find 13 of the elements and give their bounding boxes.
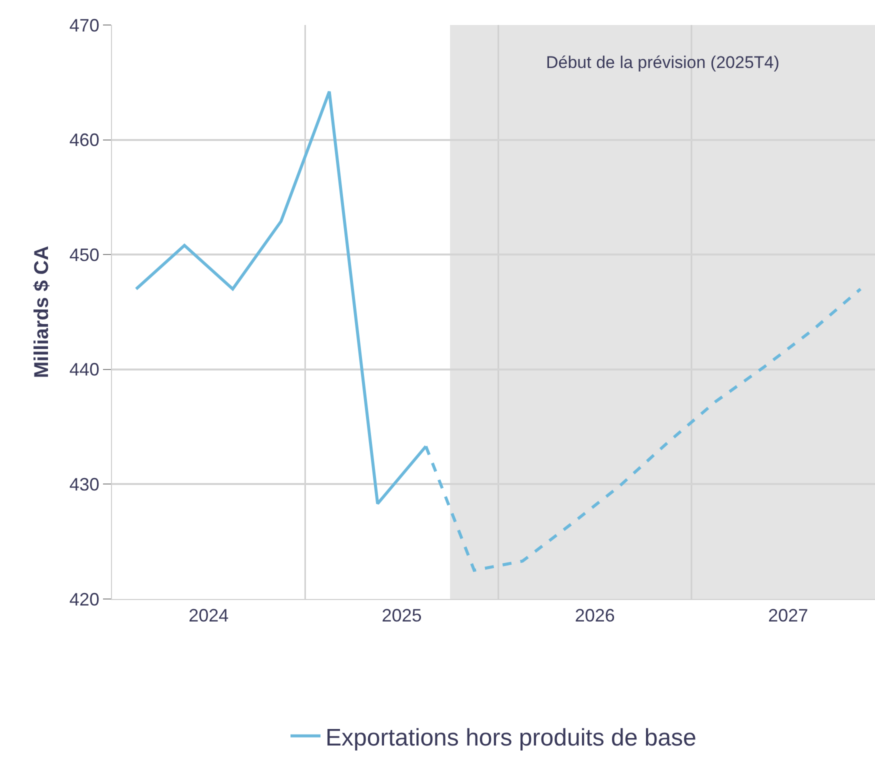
y-tick-label: 420 [69,589,100,610]
y-tick-label: 460 [69,130,100,150]
x-tick-label: 2024 [188,606,229,626]
y-tick-label: 430 [69,474,100,494]
y-tick-label: 440 [69,360,100,380]
y-tick-label: 450 [69,244,100,265]
y-tick-label: 470 [69,15,100,36]
band-label: Début de la prévision (2025T4) [546,53,780,72]
y-axis-title: Milliards $ CA [30,246,53,378]
x-tick-label: 2026 [574,606,615,626]
x-tick-label: 2027 [768,606,808,626]
x-tick-label: 2025 [382,606,422,626]
legend-label: Exportations hors produits de base [326,724,696,752]
